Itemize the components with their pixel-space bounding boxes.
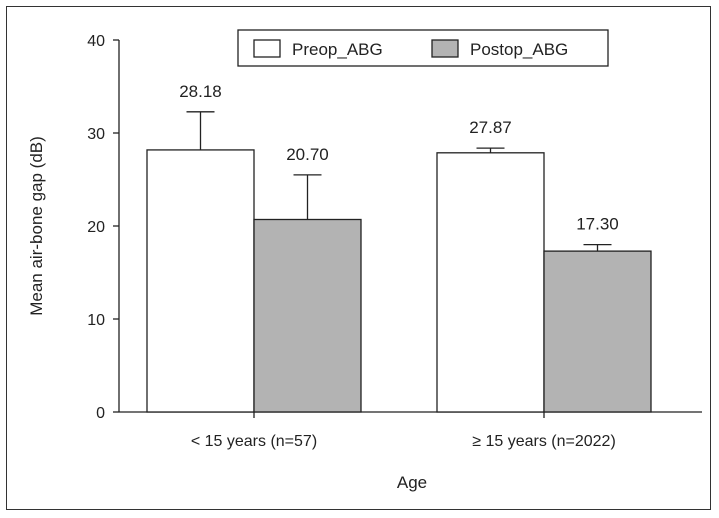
legend-box bbox=[237, 29, 609, 67]
x-tick-label: < 15 years (n=57) bbox=[191, 433, 317, 450]
data-label: 27.87 bbox=[469, 118, 512, 137]
y-tick-label: 30 bbox=[87, 126, 105, 143]
x-axis-label: Age bbox=[397, 473, 427, 492]
data-label: 17.30 bbox=[576, 215, 619, 234]
legend-swatch bbox=[253, 39, 281, 58]
y-tick-label: 10 bbox=[87, 312, 105, 329]
legend-swatch bbox=[431, 39, 459, 58]
y-tick-label: 20 bbox=[87, 219, 105, 236]
y-tick-label: 40 bbox=[87, 33, 105, 50]
data-label: 20.70 bbox=[286, 145, 329, 164]
bar bbox=[543, 250, 652, 413]
x-tick-label: ≥ 15 years (n=2022) bbox=[472, 433, 616, 450]
bar bbox=[436, 152, 545, 413]
data-label: 28.18 bbox=[179, 82, 222, 101]
legend-label: Preop_ABG bbox=[292, 40, 383, 59]
legend: Preop_ABG Postop_ABG bbox=[237, 29, 609, 67]
y-axis-label: Mean air-bone gap (dB) bbox=[27, 136, 46, 316]
bar bbox=[146, 149, 255, 413]
legend-label: Postop_ABG bbox=[470, 40, 568, 59]
y-tick-label: 0 bbox=[96, 405, 105, 422]
plot-area: 0 10 20 30 40 28.18 27.87 20.70 17.30 < 15 years … bbox=[87, 33, 702, 450]
bar bbox=[253, 218, 362, 413]
